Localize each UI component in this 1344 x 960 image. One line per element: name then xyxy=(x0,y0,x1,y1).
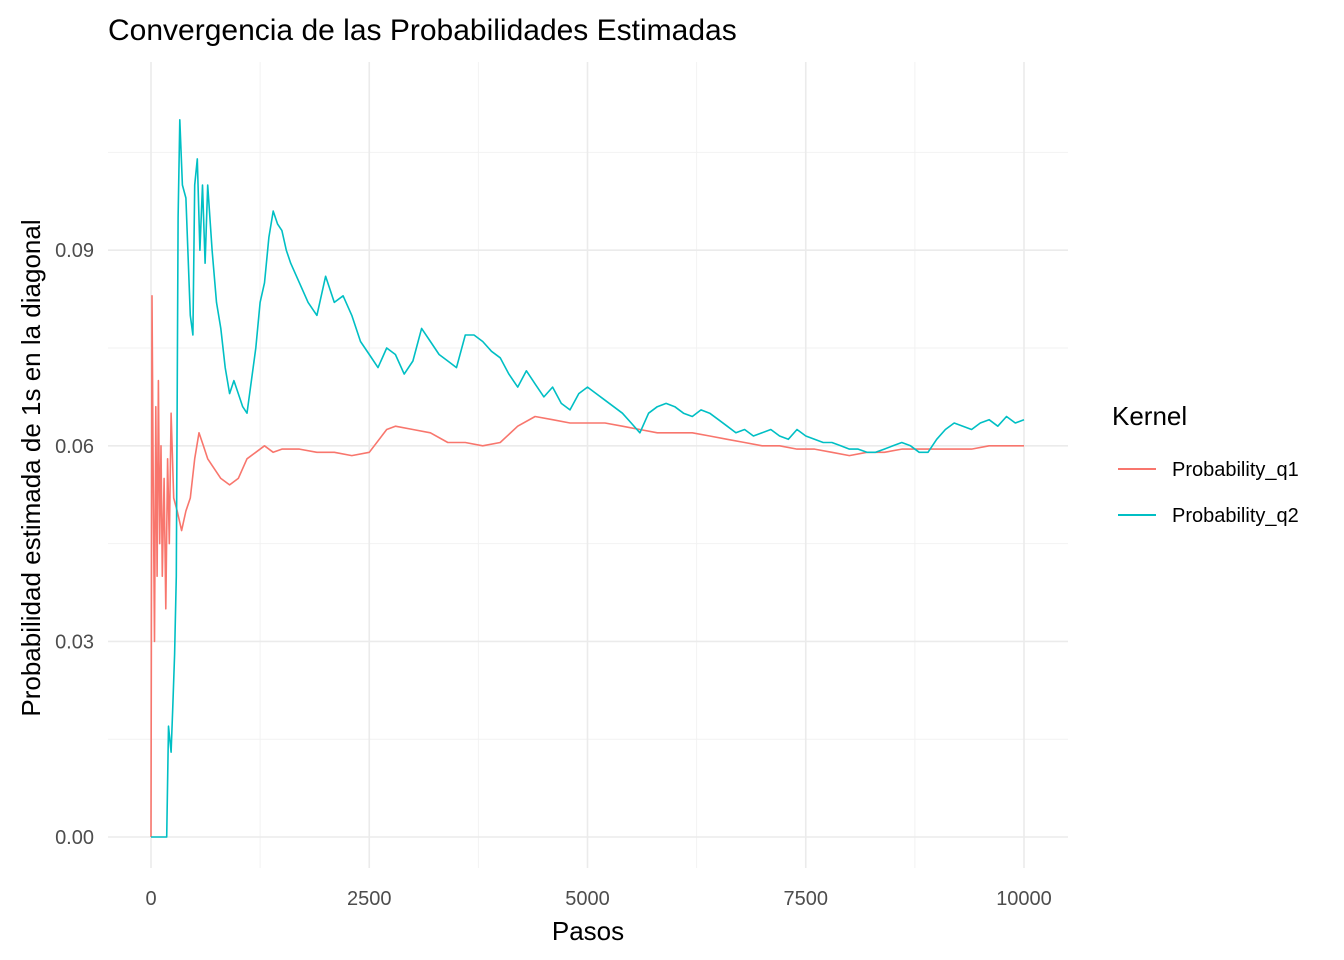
x-tick-label: 5000 xyxy=(565,888,610,910)
legend-title: Kernel xyxy=(1112,401,1187,431)
x-tick-label: 2500 xyxy=(347,888,392,910)
y-axis-ticks: 0.00 0.03 0.06 0.09 xyxy=(55,240,94,849)
chart-title: Convergencia de las Probabilidades Estim… xyxy=(108,14,737,47)
x-tick-label: 7500 xyxy=(784,888,829,910)
x-tick-label: 10000 xyxy=(996,888,1052,910)
y-tick-label: 0.06 xyxy=(55,436,94,458)
x-axis-ticks: 0 2500 5000 7500 10000 xyxy=(145,888,1051,910)
x-tick-label: 0 xyxy=(145,888,156,910)
y-tick-label: 0.00 xyxy=(55,827,94,849)
legend: Kernel Probability_q1 Probability_q2 xyxy=(1112,401,1299,527)
y-tick-label: 0.03 xyxy=(55,631,94,653)
series-line-probability-q2 xyxy=(151,119,1025,838)
x-axis-title: Pasos xyxy=(552,916,624,946)
series-lines xyxy=(150,119,1025,838)
legend-label: Probability_q1 xyxy=(1172,459,1299,481)
grid xyxy=(108,62,1068,868)
legend-label: Probability_q2 xyxy=(1172,505,1299,527)
y-axis-title: Probabilidad estimada de 1s en la diagon… xyxy=(16,219,46,716)
series-line-probability-q1 xyxy=(150,295,1024,838)
y-tick-label: 0.09 xyxy=(55,240,94,262)
